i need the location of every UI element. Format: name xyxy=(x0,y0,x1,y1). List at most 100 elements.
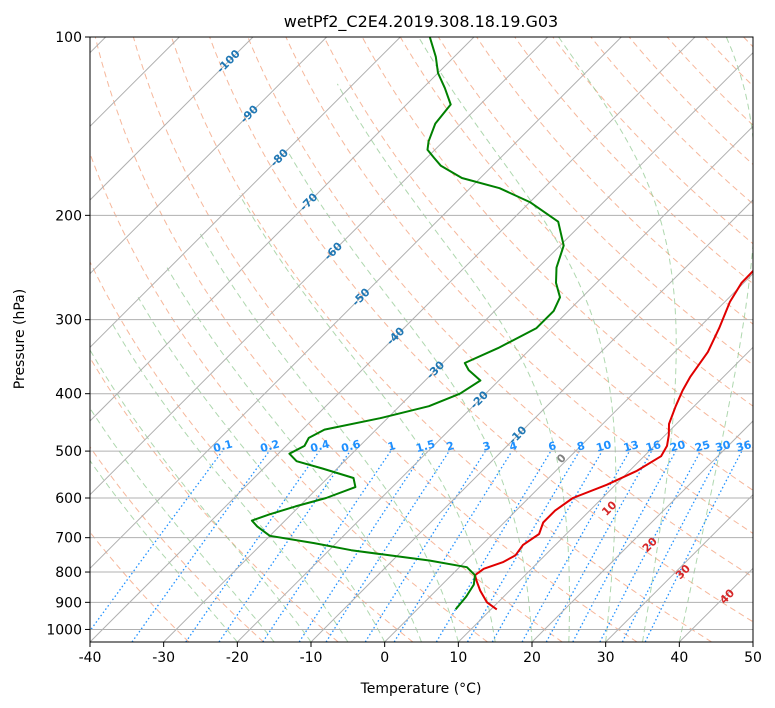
mixing-ratio-line xyxy=(185,450,320,642)
x-tick-label: 50 xyxy=(744,650,762,666)
zero-annotation: 0 xyxy=(554,451,569,466)
mixing-ratio-label: 4 xyxy=(508,439,519,454)
y-tick-label: 900 xyxy=(55,595,82,611)
mixing-ratio-line xyxy=(545,450,653,642)
dry-adiabat xyxy=(666,37,753,126)
dry-adiabat xyxy=(743,37,753,48)
dry-adiabat xyxy=(90,356,339,642)
mixing-ratio-line xyxy=(131,450,270,642)
x-tick-label: 10 xyxy=(449,650,467,666)
x-axis-label: Temperature (°C) xyxy=(360,681,482,697)
mixing-ratio-line xyxy=(218,450,351,642)
mixing-ratio-line xyxy=(364,450,486,642)
dewpoint-profile xyxy=(250,37,565,611)
dry-adiabat xyxy=(90,446,264,642)
dry-adiabat xyxy=(590,37,753,205)
x-tick-label: 20 xyxy=(523,650,541,666)
dry-adiabat xyxy=(94,37,563,642)
mixing-ratio-line xyxy=(521,450,631,642)
isotherm-gridline xyxy=(90,37,401,349)
x-tick-label: -20 xyxy=(226,650,249,666)
isotherm-gridline xyxy=(752,641,753,642)
temperature-profile xyxy=(474,269,753,611)
y-tick-label: 800 xyxy=(55,565,82,581)
mixing-ratio-label: 25 xyxy=(693,438,711,455)
isotherm-gridline xyxy=(384,272,753,642)
moist-adiabat xyxy=(286,149,533,642)
mixing-ratio-label: 13 xyxy=(622,438,640,455)
mixing-ratio-label: 8 xyxy=(576,439,587,454)
dry-adiabat xyxy=(437,37,753,366)
x-tick-label: 40 xyxy=(670,650,688,666)
isotherm-gridline xyxy=(90,37,328,275)
mixing-ratio-label: 1 xyxy=(386,439,397,454)
moist-adiabat xyxy=(336,83,570,642)
mixing-ratio-label: 0.4 xyxy=(309,437,332,455)
dry-adiabat xyxy=(209,37,753,623)
x-tick-label: 30 xyxy=(597,650,615,666)
mixing-ratio-label: 0.1 xyxy=(212,438,234,456)
isotherm-gridline xyxy=(90,37,696,642)
isotherm-gridline xyxy=(678,567,753,642)
moist-adiabat xyxy=(558,37,677,642)
mixing-ratio-line xyxy=(435,450,552,642)
isotherm-gridline xyxy=(90,37,254,201)
mixing-ratio-line xyxy=(491,450,603,642)
moist-adiabat xyxy=(678,37,753,642)
isotherm-gridline xyxy=(605,493,753,642)
isotherm-gridline xyxy=(457,346,753,642)
moist-adiabat xyxy=(137,297,386,642)
y-tick-label: 300 xyxy=(55,313,82,329)
moist-adiabat xyxy=(239,195,496,642)
dry-adiabat xyxy=(132,37,638,642)
dry-adiabat xyxy=(247,37,753,578)
moist-adiabat xyxy=(166,267,422,642)
dry-adiabat xyxy=(90,152,488,642)
y-tick-label: 100 xyxy=(55,30,82,46)
mixing-ratio-line xyxy=(466,450,580,642)
y-tick-label: 400 xyxy=(55,387,82,403)
dry-adiabat xyxy=(323,37,753,491)
dry-adiabat xyxy=(704,37,753,87)
mixing-ratio-line xyxy=(393,450,513,642)
y-tick-label: 700 xyxy=(55,531,82,547)
isotherm-gridline xyxy=(90,37,475,422)
theta-annotation: 30 xyxy=(673,562,693,582)
y-tick-label: 600 xyxy=(55,491,82,507)
dry-adiabat xyxy=(552,37,753,245)
y-axis-label: Pressure (hPa) xyxy=(12,289,28,389)
plot-frame xyxy=(89,36,754,643)
mixing-ratio-line xyxy=(262,450,392,642)
isotherm-gridline xyxy=(163,51,753,642)
chart-title: wetPf2_C2E4.2019.308.18.19.G03 xyxy=(284,12,558,32)
mixing-ratio-label: 0.6 xyxy=(340,437,363,455)
moist-adiabat xyxy=(199,233,459,642)
moist-adiabat xyxy=(90,349,312,642)
isotherm-gridline xyxy=(90,37,549,496)
theta-annotation: 10 xyxy=(599,498,619,518)
mixing-ratio-label: 16 xyxy=(644,438,662,455)
x-tick-label: -40 xyxy=(79,650,102,666)
mixing-ratio-label: 36 xyxy=(735,438,753,455)
y-tick-label: 1000 xyxy=(46,622,82,638)
dry-adiabat xyxy=(628,37,753,166)
mixing-ratio-label: 20 xyxy=(669,438,687,455)
x-tick-label: -30 xyxy=(152,650,175,666)
mixing-ratio-line xyxy=(298,450,425,642)
moist-adiabat xyxy=(111,323,349,642)
mixing-ratio-label: 3 xyxy=(481,439,492,454)
mixing-ratio-label: 30 xyxy=(714,438,732,455)
x-tick-label: -10 xyxy=(300,650,323,666)
dry-adiabat xyxy=(476,37,753,325)
theta-annotation: 40 xyxy=(717,586,737,606)
y-tick-label: 500 xyxy=(55,444,82,460)
mixing-ratio-line xyxy=(325,450,450,642)
x-tick-label: 0 xyxy=(380,650,389,666)
mixing-ratio-label: 0.2 xyxy=(259,438,281,456)
mixing-ratio-label: 2 xyxy=(445,439,456,454)
dry-adiabat xyxy=(514,37,753,285)
isotherm-gridline xyxy=(90,37,622,570)
isotherm-gridline xyxy=(310,199,753,642)
dry-adiabat xyxy=(90,531,190,642)
